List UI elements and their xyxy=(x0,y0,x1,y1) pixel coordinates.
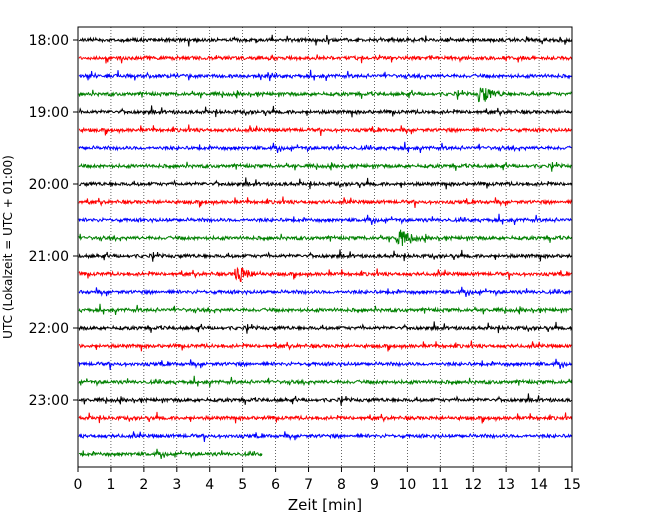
seismogram-trace xyxy=(78,266,572,283)
traces xyxy=(78,34,573,459)
x-tick-label: 12 xyxy=(464,477,482,493)
seismogram-trace xyxy=(78,54,573,64)
x-tick-label: 6 xyxy=(271,477,280,493)
seismogram-trace xyxy=(78,196,573,208)
y-axis: 18:00 19:00 20:00 21:00 22:00 23:00 xyxy=(29,33,78,409)
y-tick-label: 20:00 xyxy=(29,177,69,193)
x-tick-label: 0 xyxy=(74,477,83,493)
seismogram-trace xyxy=(78,229,573,247)
x-tick-label: 1 xyxy=(106,477,115,493)
x-tick-label: 4 xyxy=(205,477,214,493)
x-tick-label: 13 xyxy=(497,477,515,493)
x-tick-label: 14 xyxy=(530,477,548,493)
x-tick-label: 10 xyxy=(398,477,416,493)
y-tick-label: 21:00 xyxy=(29,249,69,265)
seismogram-trace xyxy=(78,124,572,136)
seismogram-trace xyxy=(79,177,573,190)
seismogram-trace xyxy=(78,69,573,82)
y-tick-label: 22:00 xyxy=(29,321,69,337)
x-tick-label: 15 xyxy=(563,477,581,493)
seismogram-trace xyxy=(78,105,573,118)
seismogram-trace xyxy=(78,34,573,47)
seismogram-trace xyxy=(78,161,572,172)
x-tick-label: 9 xyxy=(370,477,379,493)
x-tick-label: 3 xyxy=(172,477,181,493)
seismogram-trace xyxy=(78,358,573,370)
y-tick-label: 19:00 xyxy=(29,105,69,121)
seismogram-trace xyxy=(78,375,573,387)
seismogram-trace xyxy=(78,448,263,459)
seismogram-trace xyxy=(78,249,573,262)
x-tick-label: 2 xyxy=(139,477,148,493)
x-tick-label: 8 xyxy=(337,477,346,493)
seismogram-trace xyxy=(78,393,572,406)
seismogram-trace xyxy=(78,141,572,153)
x-axis-label: Zeit [min] xyxy=(288,496,362,514)
grid-lines xyxy=(110,27,540,467)
x-axis: 0 1 2 3 4 5 6 7 8 9 10 11 12 13 14 15 xyxy=(74,467,581,493)
seismogram-trace xyxy=(78,321,573,334)
seismogram-trace xyxy=(78,213,572,225)
y-tick-label: 18:00 xyxy=(29,33,69,49)
x-tick-label: 5 xyxy=(238,477,247,493)
seismogram-trace xyxy=(78,340,572,352)
seismogram-trace xyxy=(78,87,573,103)
seismogram-trace xyxy=(78,303,573,315)
y-tick-label: 23:00 xyxy=(29,393,69,409)
y-axis-label: UTC (Lokalzeit = UTC + 01:00) xyxy=(1,155,15,339)
plot-frame xyxy=(77,26,573,468)
seismogram-trace xyxy=(78,411,573,424)
x-tick-label: 7 xyxy=(304,477,313,493)
seismogram-trace xyxy=(78,286,572,297)
seismogram-trace xyxy=(78,431,573,442)
x-tick-label: 11 xyxy=(431,477,449,493)
